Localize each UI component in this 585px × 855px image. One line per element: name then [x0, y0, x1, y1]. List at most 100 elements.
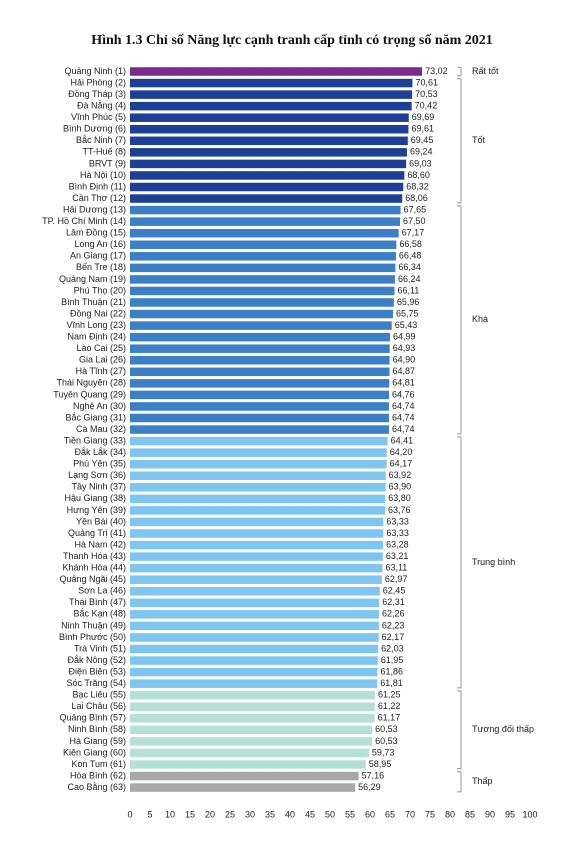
value-label: 70,53: [415, 89, 438, 99]
bar: [130, 159, 407, 169]
bar: [130, 517, 384, 527]
bar: [130, 610, 380, 619]
bar: [130, 390, 390, 400]
group-bracket: [457, 78, 462, 204]
category-label: Trà Vinh (51): [74, 643, 126, 653]
x-tick-label: 20: [205, 809, 215, 819]
category-label: Hòa Bình (62): [70, 770, 126, 780]
value-label: 64,87: [392, 366, 415, 376]
bar: [130, 286, 395, 296]
bar: [130, 367, 390, 377]
group-bracket: [457, 205, 462, 435]
bar: [130, 725, 373, 735]
x-tick-label: 30: [245, 809, 255, 819]
value-label: 66,48: [399, 251, 422, 261]
value-label: 70,61: [415, 77, 438, 87]
category-label: Hưng Yên (39): [67, 505, 126, 515]
x-tick-label: 75: [425, 809, 435, 819]
bar: [130, 783, 356, 792]
bar: [130, 621, 379, 631]
value-label: 68,06: [405, 193, 428, 203]
bar: [130, 748, 369, 758]
bar: [130, 448, 387, 457]
bar: [130, 760, 366, 769]
x-tick-label: 40: [285, 809, 295, 819]
value-label: 66,24: [398, 274, 421, 284]
value-label: 64,93: [393, 343, 416, 353]
value-label: 65,96: [397, 297, 420, 307]
category-label: Hà Nam (42): [74, 539, 126, 549]
bar: [130, 540, 384, 550]
bar: [130, 379, 390, 388]
category-label: Đà Nẵng (4): [77, 101, 126, 111]
value-label: 61,95: [381, 655, 404, 665]
category-label: TP. Hồ Chí Minh (14): [42, 216, 126, 226]
bar: [130, 644, 379, 654]
category-label: Đắk Lắk (34): [74, 447, 126, 457]
value-label: 68,60: [407, 170, 430, 180]
value-label: 63,33: [386, 516, 409, 526]
bar: [130, 471, 386, 480]
bar: [130, 205, 401, 215]
category-label: Bắc Giang (31): [65, 412, 126, 422]
bar: [130, 633, 379, 642]
x-tick-label: 65: [385, 809, 395, 819]
category-label: Đồng Tháp (3): [68, 89, 126, 99]
bar: [130, 113, 409, 122]
bar: [130, 667, 378, 677]
bar: [130, 529, 384, 538]
category-label: Sơn La (46): [78, 586, 126, 596]
value-label: 66,11: [397, 285, 419, 295]
bar: [130, 90, 413, 99]
group-label: Tương đối thấp: [472, 724, 534, 734]
x-tick-label: 35: [265, 809, 275, 819]
category-label: Kiên Giang (60): [63, 747, 126, 757]
bar: [130, 125, 409, 134]
value-label: 69,69: [412, 112, 435, 122]
bar: [130, 413, 389, 423]
value-label: 57,16: [362, 770, 385, 780]
bar: [130, 148, 407, 157]
category-label: Tây Ninh (37): [71, 482, 126, 492]
bar: [130, 194, 403, 203]
value-label: 70,42: [415, 101, 438, 111]
bar: [130, 356, 390, 365]
value-label: 62,23: [382, 620, 405, 630]
value-label: 64,41: [391, 435, 414, 445]
category-label: TT-Huế (8): [82, 147, 126, 157]
bar: [130, 679, 378, 688]
category-label: Thanh Hóa (43): [63, 551, 126, 561]
bar: [130, 690, 375, 700]
category-label: Vĩnh Long (23): [66, 320, 126, 330]
value-label: 63,21: [386, 551, 409, 561]
value-label: 63,92: [389, 470, 412, 480]
bar: [130, 263, 396, 273]
bar: [130, 506, 386, 515]
value-label: 63,11: [385, 563, 407, 573]
value-label: 62,26: [382, 609, 405, 619]
value-label: 64,99: [393, 332, 416, 342]
value-label: 63,28: [386, 539, 409, 549]
category-label: Thái Bình (47): [69, 597, 126, 607]
bar: [130, 228, 399, 238]
category-label: Nam Định (24): [67, 332, 126, 342]
value-label: 64,76: [392, 389, 415, 399]
value-label: 63,90: [389, 482, 412, 492]
bar: [130, 575, 382, 584]
x-tick-label: 70: [405, 809, 415, 819]
category-label: Ninh Bình (58): [68, 724, 126, 734]
category-label: Kon Tum (61): [71, 759, 126, 769]
value-label: 62,31: [382, 597, 405, 607]
value-label: 69,61: [411, 124, 434, 134]
category-label: Bình Dương (6): [63, 124, 126, 134]
value-label: 59,73: [372, 747, 395, 757]
category-label: Gia Lai (26): [79, 355, 126, 365]
category-label: Hậu Giang (38): [64, 493, 126, 503]
value-label: 63,80: [388, 493, 411, 503]
bar: [130, 587, 380, 596]
bar: [130, 332, 390, 342]
value-label: 64,74: [392, 401, 415, 411]
category-label: Bình Định (11): [69, 181, 126, 191]
x-tick-label: 10: [165, 809, 175, 819]
value-label: 64,20: [390, 447, 413, 457]
